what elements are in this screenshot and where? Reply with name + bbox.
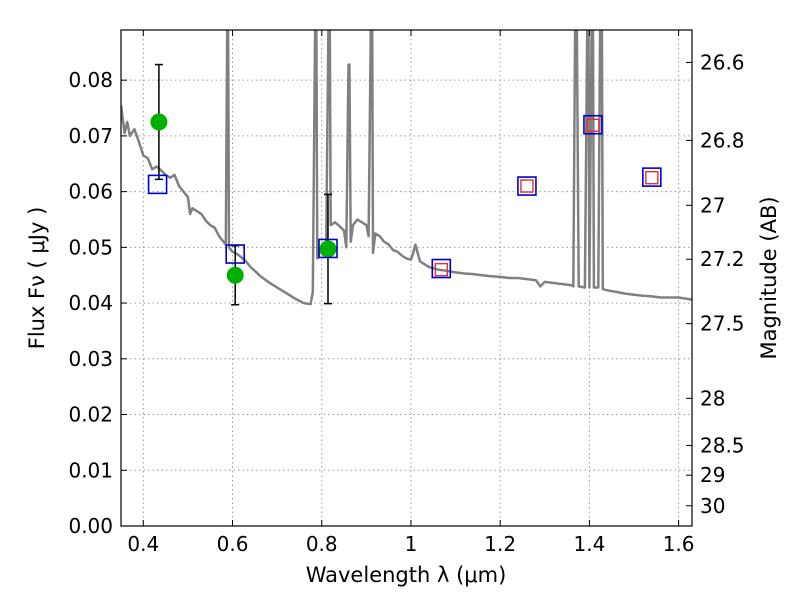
y2-tick-label: 28 [700, 386, 725, 410]
y2-tick-label: 28.5 [700, 433, 745, 457]
synthetic-photometry-square [586, 118, 600, 132]
model-photometry-square [583, 114, 603, 135]
x-tick-label: 1.4 [573, 532, 605, 556]
y2-tick-label: 29 [700, 463, 725, 487]
y2-tick-label: 30 [700, 494, 725, 518]
y-tick-label: 0.03 [68, 347, 113, 371]
y-tick-label: 0.00 [68, 514, 113, 538]
x-tick-label: 0.4 [127, 532, 159, 556]
model-photometry-square [642, 167, 662, 187]
x-tick-label: 1 [405, 532, 418, 556]
model-photometry-square [318, 238, 338, 259]
x-tick-label: 0.6 [217, 532, 249, 556]
y2-tick-label: 26.8 [700, 128, 745, 152]
y-tick-label: 0.06 [68, 180, 113, 204]
model-spectrum-line [121, 30, 692, 306]
model-photometry-square [431, 258, 452, 279]
y-tick-label: 0.05 [68, 235, 113, 259]
observed-point [150, 113, 168, 131]
synthetic-photometry-square [520, 179, 534, 193]
y2-tick-label: 27 [700, 193, 725, 217]
x-tick-label: 1.2 [484, 532, 516, 556]
x-tick-label: 0.8 [306, 532, 338, 556]
y-tick-label: 0.07 [68, 124, 113, 148]
plot-area [121, 30, 692, 306]
model-photometry-square [225, 244, 245, 264]
synthetic-photometry-square [434, 262, 448, 277]
y2-tick-label: 27.2 [700, 247, 745, 271]
x-axis-label: Wavelength λ (μm) [306, 563, 507, 587]
plot-frame [120, 29, 693, 527]
model-photometry-square [147, 174, 168, 195]
y-tick-label: 0.08 [68, 68, 113, 92]
y-tick-label: 0.01 [68, 458, 113, 482]
y2-axis-label: Magnitude (AB) [757, 196, 781, 359]
y2-tick-label: 27.5 [700, 312, 745, 336]
observed-point [319, 240, 337, 258]
model-photometry-square [517, 176, 537, 196]
observed-point [226, 266, 244, 284]
x-tick-label: 1.6 [663, 532, 695, 556]
y-tick-label: 0.02 [68, 403, 113, 427]
synthetic-photometry-square [645, 170, 659, 185]
y-axis-label: Flux Fν ( μJy ) [25, 207, 49, 350]
axis-ticks: 0.4 0.6 0.8 1 1.2 1.4 1.6 0.00 0.01 0.02 0.03 0.04 0… [68, 30, 745, 556]
y2-tick-label: 26.6 [700, 50, 745, 74]
y-tick-label: 0.04 [68, 291, 113, 315]
